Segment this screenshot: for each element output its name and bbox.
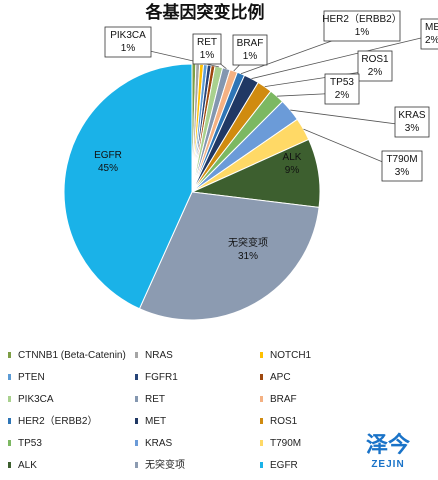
legend-label-ret: RET bbox=[145, 394, 165, 405]
legend-swatch-item bbox=[135, 462, 138, 468]
legend-label-fgfr1: FGFR1 bbox=[145, 372, 178, 383]
slice-label-alk: ALK bbox=[283, 152, 302, 163]
legend-label-alk: ALK bbox=[18, 460, 37, 471]
slice-item bbox=[138, 191, 320, 321]
slice-value-t790m: 3% bbox=[395, 167, 410, 178]
legend-swatch-kras bbox=[135, 440, 138, 446]
slice-value-kras: 3% bbox=[405, 123, 420, 134]
label-box-ros1 bbox=[357, 50, 393, 82]
label-box-t790m bbox=[381, 150, 423, 182]
leader-line-met bbox=[251, 37, 422, 80]
leader-line-ros1 bbox=[264, 69, 376, 88]
legend-label-t790m: T790M bbox=[270, 438, 301, 449]
slice-egfr bbox=[63, 63, 193, 310]
slice-value-ret: 1% bbox=[200, 50, 215, 61]
legend-swatch-braf bbox=[260, 396, 263, 402]
legend-swatch-fgfr1 bbox=[135, 374, 138, 380]
leader-line-kras bbox=[290, 109, 413, 127]
label-box-tp53 bbox=[324, 73, 360, 105]
legend-swatch-ctnnb1-beta-catenin bbox=[8, 352, 11, 358]
legend-swatch-ret bbox=[135, 396, 138, 402]
legend-label-kras: KRAS bbox=[145, 438, 173, 449]
legend-swatch-nras bbox=[135, 352, 138, 358]
slice-value-egfr: 45% bbox=[98, 163, 118, 174]
legend-label-her2-erbb2: HER2（ERBB2） bbox=[18, 415, 97, 427]
legend-swatch-notch1 bbox=[260, 352, 263, 358]
slice-value-item: 31% bbox=[238, 251, 258, 262]
slice-label-ros1: ROS1 bbox=[361, 54, 389, 65]
watermark-logo: 泽今 ZEJIN bbox=[366, 432, 410, 470]
legend-swatch-ros1 bbox=[260, 418, 263, 424]
slice-label-braf: BRAF bbox=[237, 38, 264, 49]
legend-label-nras: NRAS bbox=[145, 350, 173, 361]
legend-label-met: MET bbox=[145, 416, 166, 427]
slice-label-item: 无突变项 bbox=[228, 236, 268, 249]
slice-value-pik3ca: 1% bbox=[121, 43, 136, 54]
legend-label-tp53: TP53 bbox=[18, 438, 42, 449]
legend-label-item: 无突变项 bbox=[145, 458, 185, 471]
slice-value-ros1: 2% bbox=[368, 67, 383, 78]
slice-labels: PIK3CA 1% RET 1% BRAF 1% HER2（ERBB2） 1% MET 2% ROS… bbox=[94, 10, 438, 262]
legend-swatch-alk bbox=[8, 462, 11, 468]
legend-swatch-t790m bbox=[260, 440, 263, 446]
slice-label-pik3ca: PIK3CA bbox=[110, 30, 146, 41]
legend-swatch-tp53 bbox=[8, 440, 11, 446]
watermark-sub: ZEJIN bbox=[371, 459, 404, 470]
legend-swatch-her2-erbb2 bbox=[8, 418, 11, 424]
slice-value-her2-erbb2: 1% bbox=[355, 27, 370, 38]
label-box-kras bbox=[394, 106, 430, 138]
legend-swatch-pten bbox=[8, 374, 11, 380]
legend-swatch-egfr bbox=[260, 462, 263, 468]
legend-label-apc: APC bbox=[270, 372, 291, 383]
slice-value-met: 2% bbox=[425, 35, 438, 46]
slice-label-ret: RET bbox=[197, 37, 217, 48]
label-box-braf bbox=[232, 34, 268, 66]
legend-label-ctnnb1-beta-catenin: CTNNB1 (Beta-Catenin) bbox=[18, 350, 126, 361]
legend-label-pten: PTEN bbox=[18, 372, 45, 383]
slice-label-tp53: TP53 bbox=[330, 77, 354, 88]
legend: CTNNB1 (Beta-Catenin) NRAS NOTCH1 PTEN FGFR1… bbox=[8, 350, 312, 471]
pie-slices bbox=[63, 63, 321, 321]
label-box-ret bbox=[192, 33, 222, 65]
label-box-her2-erbb2 bbox=[323, 10, 401, 42]
watermark-main: 泽今 bbox=[366, 432, 410, 458]
legend-swatch-met bbox=[135, 418, 138, 424]
slice-value-braf: 1% bbox=[243, 51, 258, 62]
legend-label-egfr: EGFR bbox=[270, 460, 298, 471]
legend-label-braf: BRAF bbox=[270, 394, 297, 405]
legend-swatch-apc bbox=[260, 374, 263, 380]
slice-label-egfr: EGFR bbox=[94, 150, 122, 161]
slice-label-t790m: T790M bbox=[386, 154, 417, 165]
slice-value-alk: 9% bbox=[285, 165, 300, 176]
chart-title: 各基因突变比例 bbox=[145, 2, 265, 23]
slice-label-kras: KRAS bbox=[398, 110, 426, 121]
slice-value-tp53: 2% bbox=[335, 90, 350, 101]
legend-label-notch1: NOTCH1 bbox=[270, 350, 312, 361]
label-box-met bbox=[420, 18, 438, 50]
slice-label-her2-erbb2: HER2（ERBB2） bbox=[322, 13, 401, 25]
legend-label-ros1: ROS1 bbox=[270, 416, 298, 427]
legend-swatch-pik3ca bbox=[8, 396, 11, 402]
slice-label-met: MET bbox=[425, 22, 438, 33]
label-box-pik3ca bbox=[104, 26, 152, 58]
legend-label-pik3ca: PIK3CA bbox=[18, 394, 54, 405]
